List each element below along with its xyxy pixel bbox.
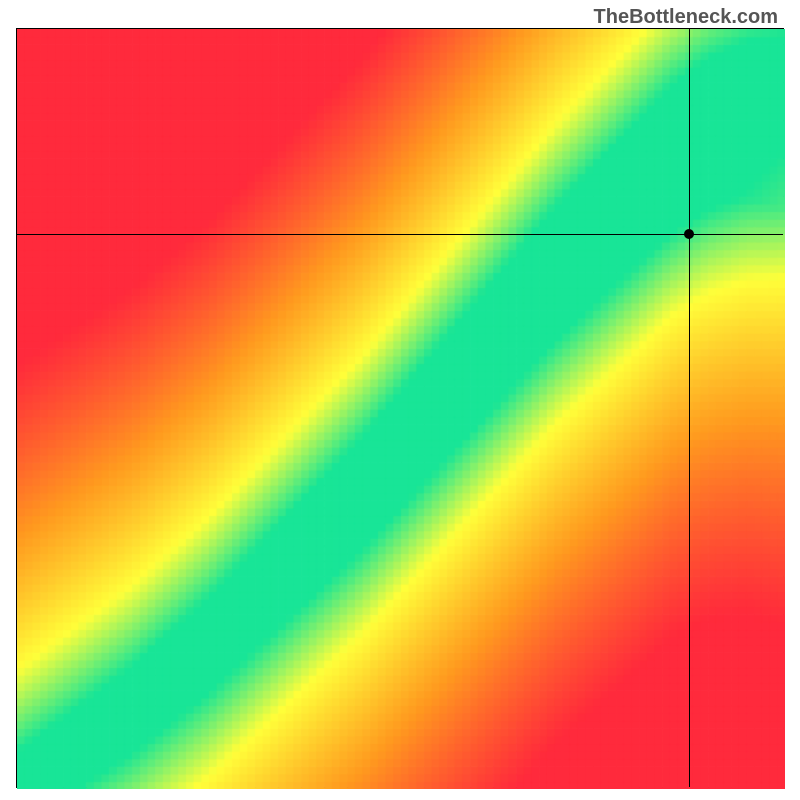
heatmap-plot-area: [16, 28, 784, 788]
crosshair-vertical: [689, 29, 690, 787]
crosshair-horizontal: [17, 234, 783, 235]
selection-marker: [684, 229, 694, 239]
heatmap-canvas: [17, 29, 785, 789]
chart-container: [16, 28, 784, 788]
watermark-text: TheBottleneck.com: [594, 6, 778, 29]
